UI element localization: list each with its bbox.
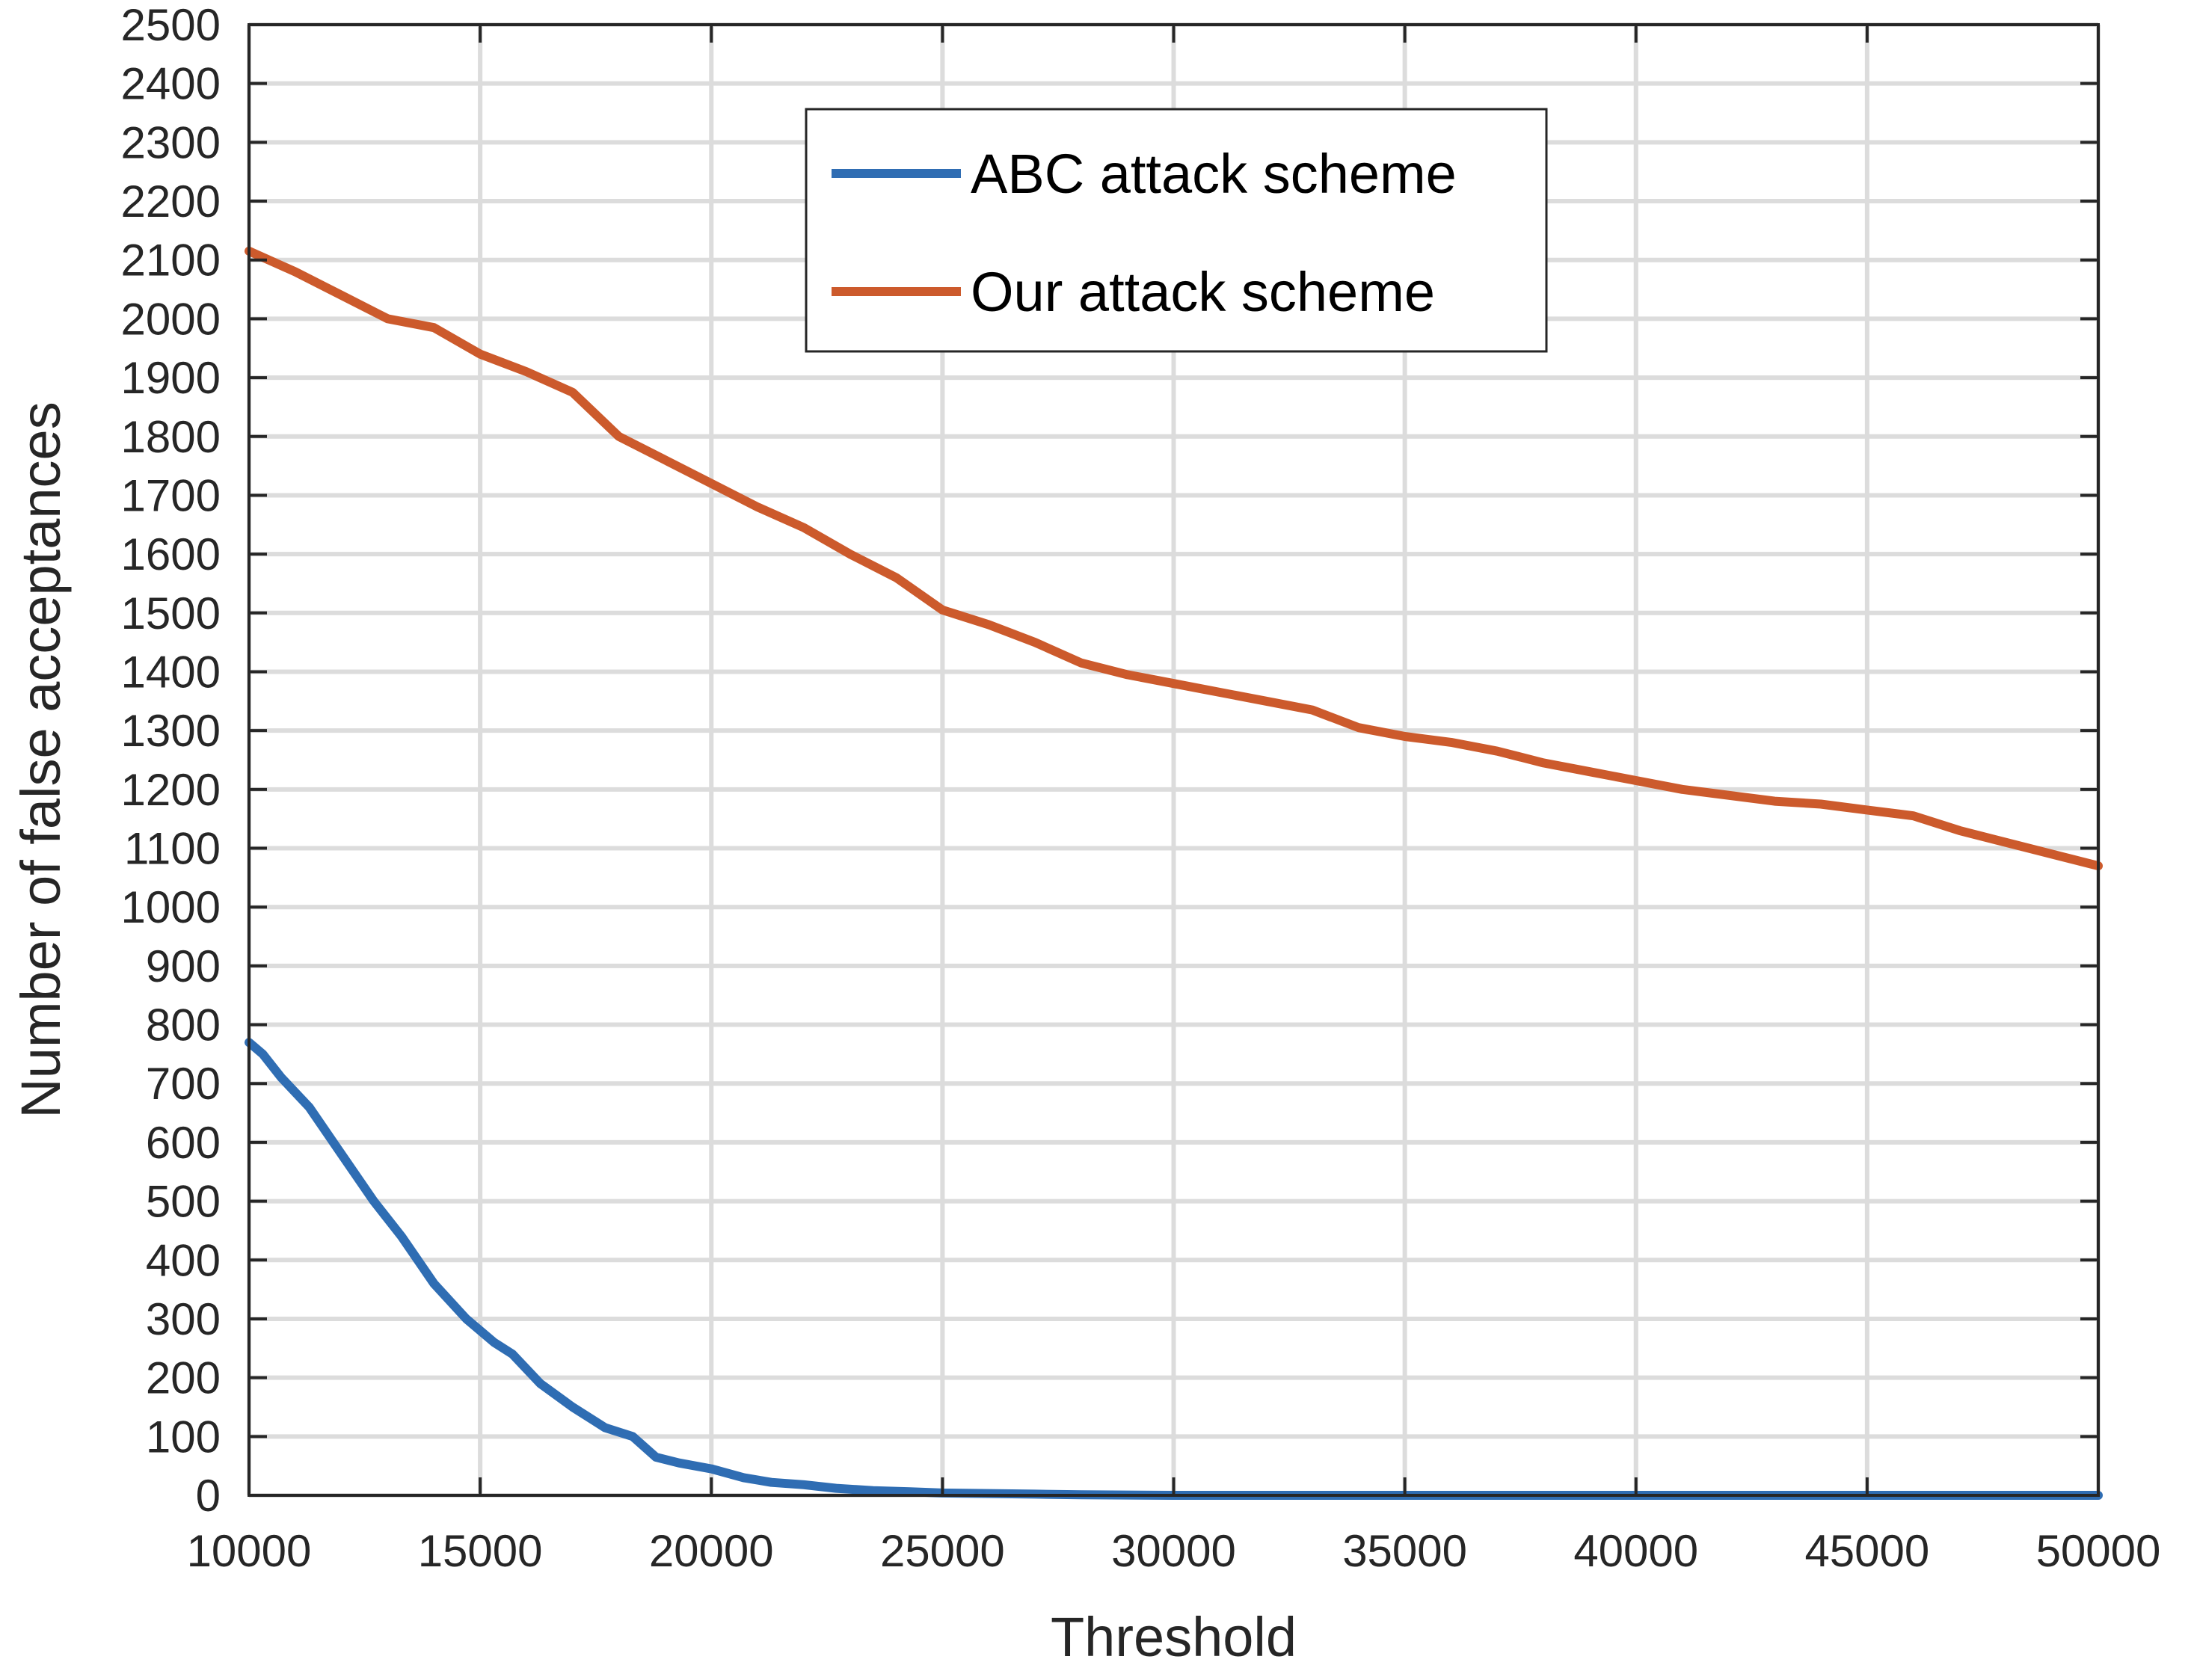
x-tick-label: 30000 <box>1111 1526 1236 1576</box>
y-tick-label: 1900 <box>121 353 221 403</box>
x-tick-label: 45000 <box>1804 1526 1929 1576</box>
y-tick-label: 200 <box>146 1353 221 1403</box>
y-axis-title: Number of false acceptances <box>10 401 72 1118</box>
y-tick-label: 100 <box>146 1412 221 1462</box>
y-tick-label: 2200 <box>121 176 221 227</box>
y-tick-label: 2000 <box>121 294 221 344</box>
y-tick-label: 1600 <box>121 529 221 579</box>
legend-label-ours: Our attack scheme <box>971 261 1435 323</box>
y-tick-label: 2300 <box>121 117 221 167</box>
legend: ABC attack scheme Our attack scheme <box>805 108 1548 353</box>
y-tick-label: 1100 <box>124 824 221 874</box>
y-tick-label: 1800 <box>121 412 221 462</box>
x-tick-label: 10000 <box>187 1526 312 1576</box>
series-line-ours <box>245 246 2103 871</box>
x-axis-title: Threshold <box>1051 1606 1297 1668</box>
y-tick-label: 1300 <box>121 706 221 756</box>
x-tick-label: 35000 <box>1342 1526 1467 1576</box>
y-tick-label: 400 <box>146 1235 221 1285</box>
legend-label-abc: ABC attack scheme <box>971 143 1457 205</box>
y-tick-label: 600 <box>146 1118 221 1168</box>
y-tick-label: 500 <box>146 1177 221 1227</box>
y-axis-tick-labels: 0 100 200 300 400 500 600 700 800 900 1000 1100 1200… <box>121 0 221 1521</box>
y-tick-label: 1200 <box>121 765 221 815</box>
tick-marks <box>248 23 2100 1497</box>
y-tick-label: 800 <box>146 1000 221 1050</box>
x-tick-label: 25000 <box>880 1526 1005 1576</box>
y-tick-label: 1000 <box>121 882 221 932</box>
x-tick-label: 20000 <box>649 1526 774 1576</box>
x-axis-tick-labels: 10000 15000 20000 25000 30000 35000 40000 45000… <box>187 1526 2161 1576</box>
x-tick-label: 40000 <box>1573 1526 1698 1576</box>
legend-box <box>805 108 1548 353</box>
y-tick-label: 2500 <box>121 0 221 50</box>
y-tick-label: 0 <box>196 1471 221 1521</box>
x-tick-label: 50000 <box>2036 1526 2161 1576</box>
y-tick-label: 900 <box>146 941 221 991</box>
y-tick-label: 2400 <box>121 59 221 109</box>
y-tick-label: 1700 <box>121 470 221 520</box>
y-tick-label: 300 <box>146 1294 221 1344</box>
y-tick-label: 2100 <box>121 236 221 286</box>
y-tick-label: 700 <box>146 1059 221 1109</box>
y-tick-label: 1400 <box>121 647 221 697</box>
x-tick-label: 15000 <box>418 1526 543 1576</box>
y-tick-label: 1500 <box>121 588 221 639</box>
